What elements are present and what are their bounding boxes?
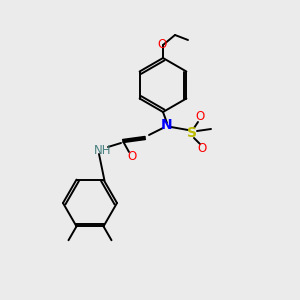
Text: O: O <box>197 142 207 155</box>
Text: NH: NH <box>94 145 112 158</box>
Text: O: O <box>158 38 166 52</box>
Text: O: O <box>128 149 136 163</box>
Text: S: S <box>187 126 197 140</box>
Text: O: O <box>195 110 205 124</box>
Text: N: N <box>161 118 173 132</box>
